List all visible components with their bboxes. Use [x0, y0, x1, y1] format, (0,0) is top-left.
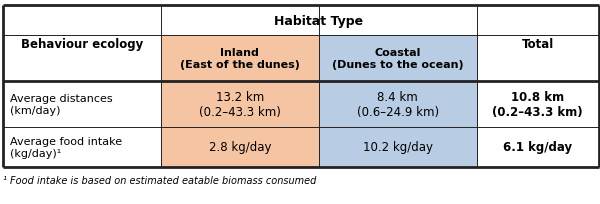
- Text: 10.2 kg/day: 10.2 kg/day: [363, 141, 433, 154]
- Text: ¹ Food intake is based on estimated eatable biomass consumed: ¹ Food intake is based on estimated eata…: [3, 175, 316, 185]
- Text: 13.2 km
(0.2–43.3 km): 13.2 km (0.2–43.3 km): [199, 91, 281, 118]
- Bar: [319, 82, 476, 167]
- Bar: [3, 127, 161, 167]
- Bar: [476, 82, 599, 127]
- Text: Average food intake
(kg/day)¹: Average food intake (kg/day)¹: [10, 136, 122, 158]
- Bar: [3, 36, 161, 82]
- Bar: [161, 36, 319, 82]
- Bar: [161, 127, 319, 167]
- Text: 2.8 kg/day: 2.8 kg/day: [209, 141, 271, 154]
- Text: Coastal
(Dunes to the ocean): Coastal (Dunes to the ocean): [332, 48, 464, 70]
- Bar: [3, 6, 161, 36]
- Bar: [3, 82, 161, 127]
- Bar: [161, 82, 319, 127]
- Bar: [476, 6, 599, 36]
- Bar: [319, 127, 476, 167]
- Bar: [161, 6, 476, 36]
- Text: Behaviour ecology: Behaviour ecology: [21, 38, 143, 50]
- Text: Total: Total: [521, 38, 554, 50]
- Text: Average distances
(km/day): Average distances (km/day): [10, 94, 113, 115]
- Text: 10.8 km
(0.2–43.3 km): 10.8 km (0.2–43.3 km): [493, 91, 583, 118]
- Text: Habitat Type: Habitat Type: [274, 14, 364, 28]
- Text: Inland
(East of the dunes): Inland (East of the dunes): [180, 48, 300, 70]
- Bar: [476, 36, 599, 82]
- Bar: [476, 127, 599, 167]
- Bar: [319, 36, 476, 127]
- Text: 8.4 km
(0.6–24.9 km): 8.4 km (0.6–24.9 km): [356, 91, 439, 118]
- Text: 6.1 kg/day: 6.1 kg/day: [503, 141, 572, 154]
